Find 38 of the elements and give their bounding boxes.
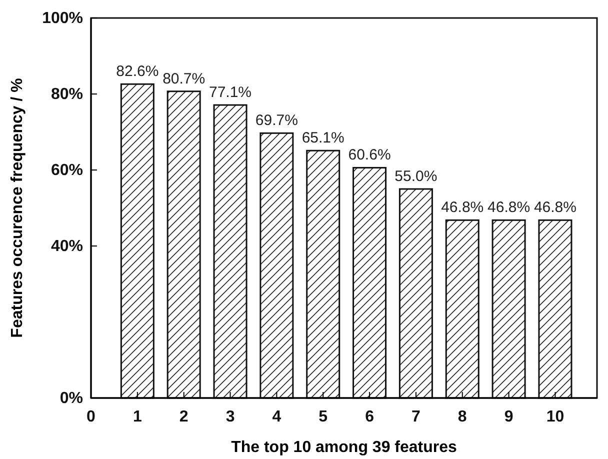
y-axis-title: Features occurence frequency / % bbox=[9, 78, 26, 338]
x-tick-label: 2 bbox=[179, 408, 188, 426]
x-tick-label: 5 bbox=[318, 408, 328, 426]
bar bbox=[306, 150, 340, 399]
data-label: 65.1% bbox=[302, 130, 344, 147]
bar bbox=[260, 132, 294, 399]
x-tick-label: 8 bbox=[458, 408, 467, 426]
data-label: 82.6% bbox=[116, 63, 159, 80]
x-tick-label: 6 bbox=[365, 408, 374, 426]
bar bbox=[538, 219, 572, 399]
bar bbox=[352, 166, 387, 399]
y-tick-label: 0% bbox=[60, 390, 83, 408]
data-label: 77.1% bbox=[208, 84, 252, 102]
data-label: 60.6% bbox=[348, 146, 391, 164]
bar bbox=[213, 104, 248, 399]
y-tick-label: 60% bbox=[50, 162, 83, 180]
y-tick-label: 80% bbox=[50, 86, 83, 104]
y-tick-label: 100% bbox=[42, 10, 83, 28]
data-label: 80.7% bbox=[162, 70, 206, 88]
x-tick-label: 7 bbox=[412, 408, 420, 426]
y-tick-label: 40% bbox=[50, 238, 83, 256]
x-tick-label: 0 bbox=[86, 408, 96, 426]
data-label: 46.8% bbox=[441, 199, 484, 216]
bar bbox=[492, 219, 526, 399]
x-tick-label: 9 bbox=[504, 408, 514, 426]
data-label: 55.0% bbox=[394, 168, 438, 185]
x-tick-label: 4 bbox=[272, 408, 282, 426]
data-label: 69.7% bbox=[255, 112, 298, 130]
data-label: 46.8% bbox=[534, 199, 576, 216]
bar bbox=[445, 219, 480, 399]
data-label: 46.8% bbox=[488, 199, 530, 216]
bar bbox=[166, 90, 201, 399]
x-axis-title: The top 10 among 39 features bbox=[231, 439, 458, 456]
x-tick-label: 10 bbox=[546, 408, 564, 426]
bar bbox=[120, 83, 154, 399]
x-tick-label: 3 bbox=[226, 408, 235, 426]
bar bbox=[398, 188, 433, 399]
x-tick-label: 1 bbox=[132, 408, 142, 426]
